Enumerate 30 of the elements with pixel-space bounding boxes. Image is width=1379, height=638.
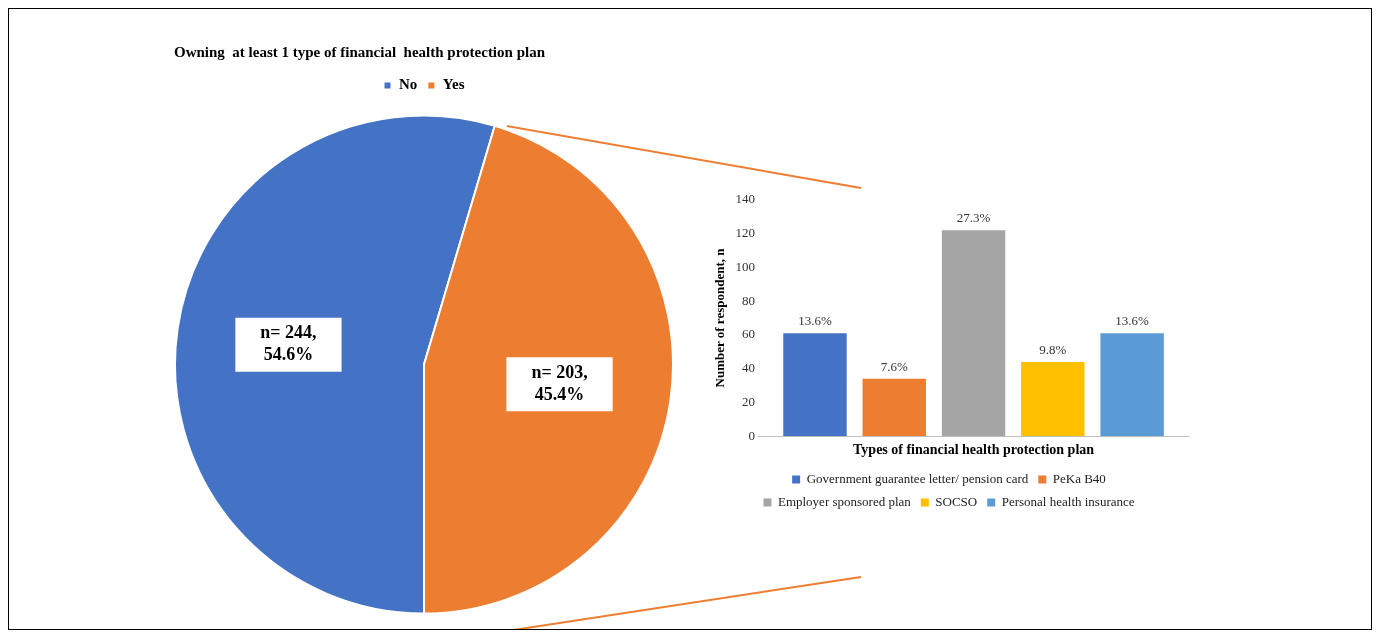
data-label: n= 244, 54.6% xyxy=(260,322,317,365)
y-tick-label: 140 xyxy=(735,191,756,207)
data-label: n= 203, 45.4% xyxy=(531,361,588,404)
legend-label: Yes xyxy=(442,76,465,93)
legend-label: PeKa B40 xyxy=(1052,470,1106,486)
y-tick-label: 80 xyxy=(742,292,756,308)
chart-title: Owning at least 1 type of financial health protection plan xyxy=(174,43,546,60)
bar xyxy=(1100,333,1164,437)
x-axis-title: Types of financial health protection plan xyxy=(853,442,1095,458)
bar xyxy=(1021,361,1085,437)
legend-label: Personal health insurance xyxy=(1001,493,1135,509)
legend-label: SOCSO xyxy=(935,493,978,509)
y-tick-label: 60 xyxy=(742,326,756,342)
bar xyxy=(783,333,847,437)
y-tick-label: 20 xyxy=(742,393,756,409)
y-tick-label: 0 xyxy=(748,427,756,443)
annotation: 27.3% xyxy=(956,210,991,226)
annotation: 9.8% xyxy=(1039,341,1067,357)
bar xyxy=(941,230,1006,437)
annotation: 7.6% xyxy=(880,358,908,374)
legend-label: Employer sponsored plan xyxy=(777,493,912,509)
y-tick-label: 100 xyxy=(735,258,756,274)
annotation: 13.6% xyxy=(798,313,832,329)
bar xyxy=(862,378,926,437)
legend-label: No xyxy=(399,76,418,93)
annotation: 13.6% xyxy=(1115,313,1150,329)
y-tick-label: 40 xyxy=(742,360,756,376)
y-axis-title: Number of respondent, n xyxy=(712,247,728,388)
y-tick-label: 120 xyxy=(735,224,756,240)
legend-label: Government guarantee letter/ pension card xyxy=(806,470,1029,486)
